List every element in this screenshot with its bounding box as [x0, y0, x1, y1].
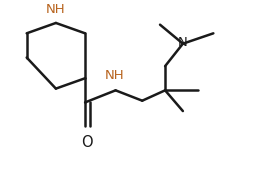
Text: O: O: [82, 135, 93, 150]
Text: NH: NH: [104, 69, 124, 82]
Text: NH: NH: [46, 3, 66, 16]
Text: N: N: [178, 36, 188, 49]
